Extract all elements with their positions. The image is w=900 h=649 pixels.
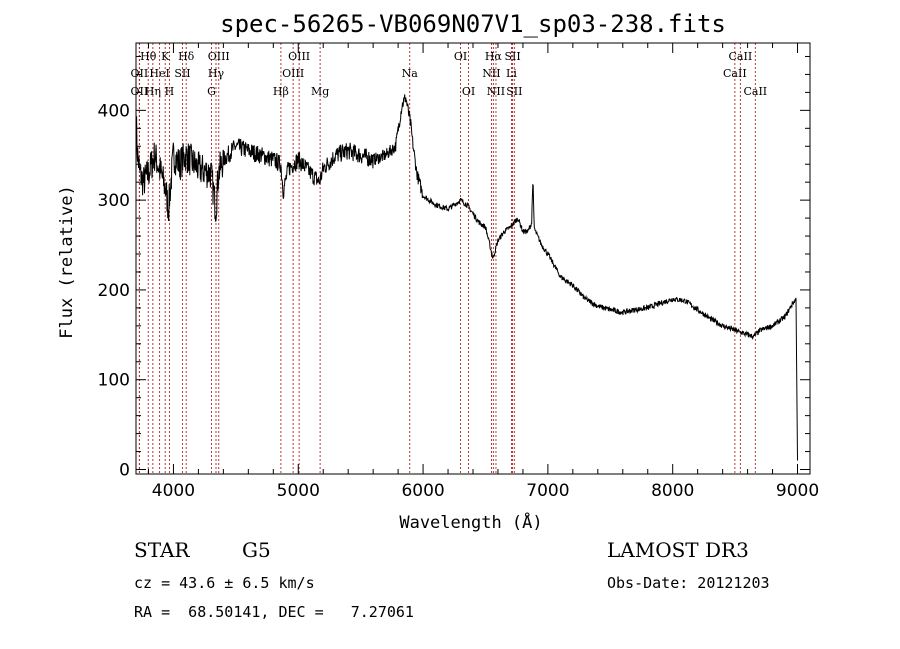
- y-tick-label-300: 300: [98, 191, 130, 211]
- emission-label-18: OI: [462, 85, 475, 98]
- emission-label-23: Li: [506, 67, 517, 80]
- x-axis-ticks: 4000 5000 6000 7000 8000 9000: [147, 43, 819, 501]
- emission-label-2: OII: [131, 85, 149, 98]
- emission-label-20: NII: [482, 67, 500, 80]
- x-tick-label-8000: 8000: [651, 481, 694, 501]
- observation-date: Obs-Date: 20121203: [607, 574, 770, 592]
- emission-label-4: HeI: [149, 67, 169, 80]
- y-tick-label-0: 0: [119, 461, 130, 481]
- y-tick-label-200: 200: [98, 281, 130, 301]
- emission-label-6: SII: [174, 67, 190, 80]
- emission-label-21: NII: [487, 85, 505, 98]
- emission-label-15: Mg: [311, 85, 329, 98]
- emission-label-5: K: [161, 50, 170, 63]
- emission-label-17: OI: [454, 50, 467, 63]
- object-subclass: G5: [242, 538, 271, 562]
- x-tick-label-4000: 4000: [152, 481, 195, 501]
- x-tick-label-5000: 5000: [277, 481, 320, 501]
- emission-label-13: OIII: [282, 67, 304, 80]
- y-tick-label-400: 400: [98, 101, 130, 121]
- x-axis-label: Wavelength (Å): [399, 511, 542, 533]
- plot-frame: [135, 42, 811, 475]
- emission-label-19: Hα: [485, 50, 503, 63]
- emission-label-12: OIII: [288, 50, 310, 63]
- emission-label-11: G: [207, 85, 216, 98]
- coordinates-readout: RA = 68.50141, DEC = 7.27061: [134, 603, 414, 621]
- emission-label-7: H: [165, 85, 175, 98]
- y-axis-label: Flux (relative): [57, 185, 77, 339]
- emission-label-24: SII: [506, 85, 522, 98]
- y-axis-ticks: 0 100 200 300 400: [98, 55, 810, 481]
- x-tick-label-7000: 7000: [526, 481, 569, 501]
- emission-label-26: CaII: [723, 67, 747, 80]
- emission-label-27: CaII: [743, 85, 767, 98]
- emission-label-8: Hδ: [178, 50, 195, 63]
- x-tick-label-9000: 9000: [776, 481, 819, 501]
- y-tick-label-100: 100: [98, 371, 130, 391]
- emission-label-22: SII: [504, 50, 520, 63]
- chart-title: spec-56265-VB069N07V1_sp03-238.fits: [220, 10, 726, 38]
- emission-line-markers: [138, 43, 756, 474]
- emission-label-3: Hη: [145, 85, 161, 98]
- emission-label-10: Hγ: [208, 67, 225, 80]
- emission-label-9: OIII: [208, 50, 230, 63]
- x-tick-label-6000: 6000: [401, 481, 444, 501]
- object-class: STAR: [134, 538, 190, 562]
- emission-label-16: Na: [402, 67, 419, 80]
- redshift-readout: cz = 43.6 ± 6.5 km/s: [134, 574, 315, 592]
- survey-name: LAMOST DR3: [607, 538, 749, 562]
- spectrum-line: [135, 94, 798, 461]
- emission-label-1: OII: [131, 67, 149, 80]
- emission-label-0: Hθ: [140, 50, 157, 63]
- emission-label-25: CaII: [729, 50, 753, 63]
- emission-label-14: Hβ: [273, 85, 289, 98]
